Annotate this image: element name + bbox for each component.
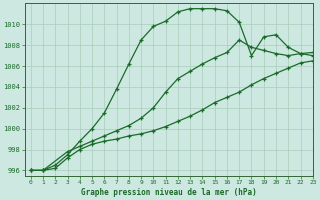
X-axis label: Graphe pression niveau de la mer (hPa): Graphe pression niveau de la mer (hPa): [81, 188, 257, 197]
